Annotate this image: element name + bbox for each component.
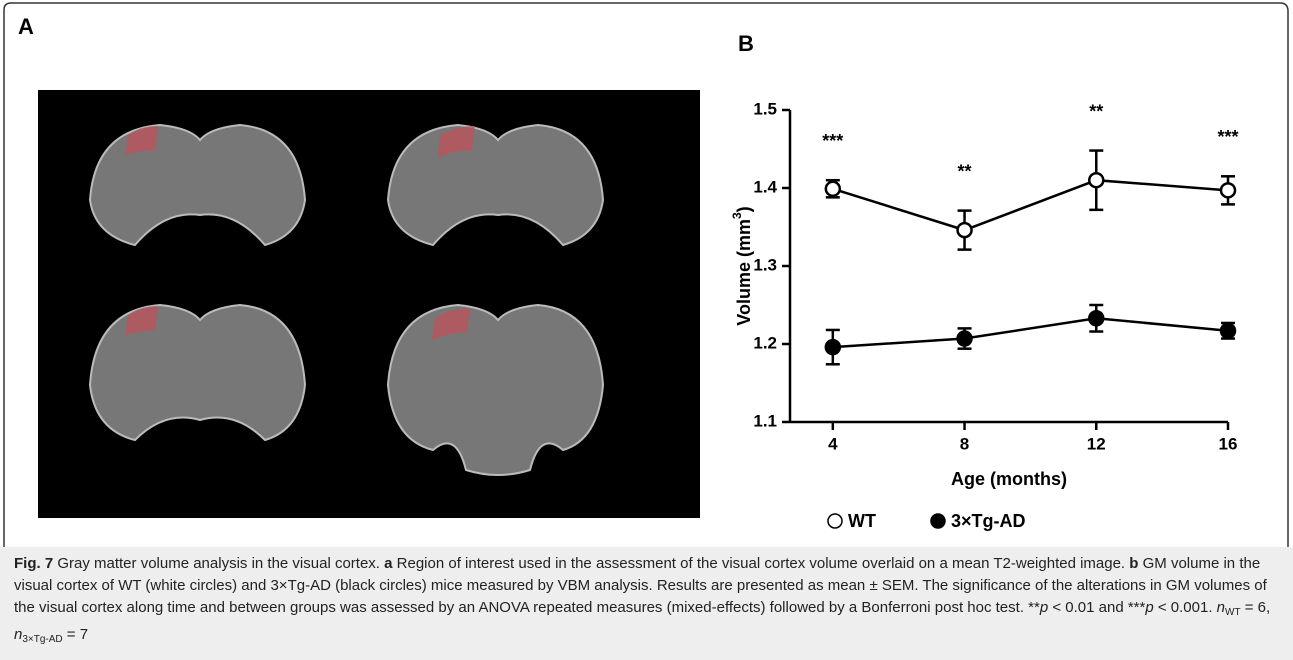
y-axis-label-part: ) [734,206,754,212]
caption-segment: p [1040,599,1048,616]
legend-label: 3×Tg-AD [951,511,1026,531]
x-tick-label: 12 [1087,434,1106,453]
mri-image [38,90,700,518]
caption-segment: WT [1225,607,1241,618]
significance: *** [822,131,843,151]
caption-segment: 3×Tg-AD [22,634,62,645]
panel-label: A [18,14,34,39]
caption-segment: < 0.01 and *** [1048,599,1145,616]
caption-segment: Region of interest used in the assessmen… [392,555,1129,572]
x-axis-label: Age (months) [951,469,1067,489]
caption-segment: < 0.001. [1154,599,1217,616]
panel-label: B [738,31,754,56]
caption-segment: Gray matter volume analysis in the visua… [53,555,384,572]
y-tick-label: 1.4 [753,177,777,196]
legend-marker [828,514,842,528]
y-axis-label-part: Volume (mm [734,219,754,326]
marker [958,223,972,237]
caption-segment: = 6, [1241,599,1271,616]
y-axis-label: Volume (mm3) [730,206,754,325]
legend-label: WT [848,511,876,531]
marker [1221,183,1235,197]
marker [826,182,840,196]
y-tick-label: 1.1 [753,411,777,430]
marker [958,332,972,346]
marker [826,340,840,354]
series-line [833,180,1228,230]
marker [1221,324,1235,338]
marker [1089,173,1103,187]
series-line [833,318,1228,347]
caption-segment: n [1217,599,1225,616]
caption-segment: p [1145,599,1153,616]
figure: A B 1.1 1.2 1.3 1.4 1.5 4 8 12 16 Age (months) Vol… [0,0,1293,547]
y-tick-label: 1.5 [753,99,777,118]
x-tick-label: 8 [960,434,969,453]
significance: ** [1089,101,1103,121]
caption: Fig. 7 Gray matter volume analysis in th… [0,547,1293,660]
caption-segment: = 7 [63,626,88,643]
significance: *** [1217,127,1238,147]
y-tick-label: 1.2 [753,333,777,352]
significance: ** [958,161,972,181]
marker [1089,311,1103,325]
legend-marker [931,514,945,528]
x-tick-label: 16 [1219,434,1238,453]
caption-segment: Fig. 7 [14,555,53,572]
y-tick-label: 1.3 [753,255,777,274]
x-tick-label: 4 [828,434,838,453]
page: A B 1.1 1.2 1.3 1.4 1.5 4 8 12 16 Age (months) Vol… [0,0,1293,660]
